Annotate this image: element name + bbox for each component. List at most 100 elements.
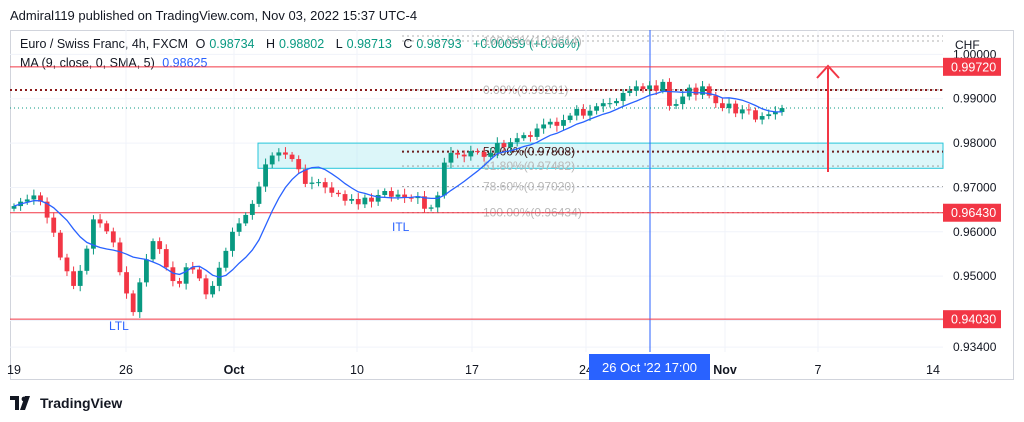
candle-body [329,187,335,193]
fib-top-label: 100.00%(1.00614) [483,34,582,48]
candle-body [349,198,355,201]
candle-body [150,241,156,260]
demand-zone [257,142,944,169]
candle-body [494,143,500,153]
candle-body [415,196,421,199]
candle-body [84,248,90,271]
y-tick-label: 0.96000 [953,225,997,239]
candle-body [249,203,255,215]
candle-body [104,223,110,232]
price-label-text: 0.96430 [951,206,996,220]
x-tick-label: 26 [119,363,133,377]
candle-body [64,257,70,272]
candle-body [77,270,83,286]
candle-body [713,95,719,104]
candle-body [633,86,639,91]
candle-body [475,151,480,153]
candle-body [283,152,288,155]
candle-body [554,121,560,126]
low-label: L [335,37,343,51]
candle-body [157,241,163,250]
candle-body [614,100,619,104]
fib-level-label: 78.60%(0.97020) [483,180,575,194]
price-label-box [943,310,1001,329]
candle-body [766,114,772,117]
moving-average-line [13,90,782,278]
candle-body [700,86,705,95]
candle-body [620,92,626,101]
candle-body [322,182,328,188]
candle-body [746,109,752,111]
price-label-text: 0.99720 [951,60,996,74]
candle-body [468,151,474,157]
candle-body [388,191,394,197]
crosshair-date-label: 26 Oct '22 17:00 [602,360,697,375]
x-tick-label: 19 [7,363,21,377]
y-tick-label: 0.98000 [953,136,997,150]
candle-body [647,85,652,89]
candle-body [137,282,143,313]
high-label: H [266,37,276,51]
candle-body [541,124,547,129]
candle-body [667,81,672,106]
candle-body [190,267,196,270]
candle-body [660,81,666,91]
candle-body [97,219,103,224]
candle-body [362,197,368,205]
candle-body [375,194,381,202]
candle-body [57,232,63,258]
candle-body [726,103,732,109]
candle-body [435,195,441,208]
candle-body [587,110,593,116]
y-tick-label: 0.97000 [953,180,997,194]
close-label: C [403,37,413,51]
candle-body [422,196,427,209]
tradingview-logo-text: TradingView [40,395,123,411]
candle-body [580,108,586,116]
candle-body [720,103,725,109]
candle-body [71,271,76,286]
candle-body [441,162,447,196]
candle-body [203,278,209,295]
chart-frame [10,30,1014,380]
candle-body [336,192,341,195]
candle-body [501,143,507,148]
symbol-name: Euro / Swiss Franc, 4h, FXCM [20,37,189,51]
candle-body [44,201,50,218]
crosshair-date-box [589,354,710,380]
candle-body [369,197,374,202]
open-label: O [195,37,206,51]
candle-body [256,186,262,204]
projection-arrow-head [816,64,840,79]
candle-body [481,151,487,157]
candle-body [163,249,169,268]
candle-body [110,231,116,243]
candle-body [91,219,96,249]
candle-body [223,250,229,268]
candle-body [124,272,129,294]
candle-body [183,267,189,284]
tradingview-logo-icon [10,396,34,410]
tradingview-logo[interactable]: TradingView [10,395,122,411]
candle-body [759,116,765,120]
candle-body [130,293,136,313]
candle-body [461,154,467,157]
candle-body [574,108,580,116]
candle-body [210,285,216,295]
annotation-ltl: LTL [109,319,129,333]
fib-level-label: 61.80%(0.97482) [483,159,575,173]
candle-body [547,121,553,125]
candle-body [428,207,434,209]
candle-body [402,194,408,198]
candle-body [594,106,600,111]
candle-body [455,152,460,155]
price-label-text: 0.94030 [951,313,996,327]
candle-body [170,267,176,282]
candle-body [309,182,315,184]
open-value: 0.98734 [209,37,255,51]
y-tick-label: 0.93400 [953,340,997,354]
candle-body [276,152,282,156]
price-label-box [943,57,1001,76]
candle-body [38,195,43,202]
